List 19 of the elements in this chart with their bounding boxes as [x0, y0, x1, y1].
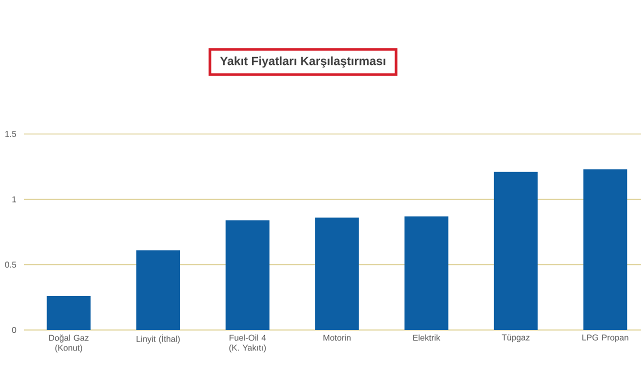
bar [315, 218, 359, 330]
x-tick-label: Linyit (İthal) [136, 334, 180, 344]
x-tick-label: Motorin [324, 334, 351, 341]
chart-title: Yakıt Fiyatları Karşılaştırması [220, 56, 386, 68]
bar [583, 169, 628, 330]
x-tick-label: Doğal Gaz (Konut) [49, 334, 89, 352]
x-tick-label: Fuel-Oil 4 (K. Yakıtı) [229, 334, 266, 352]
x-tick-label: LPG Propan [582, 334, 628, 342]
y-tick-label: 0 [12, 327, 16, 333]
bar [136, 250, 180, 330]
x-tick-label: Elektrik [413, 334, 440, 341]
bar [226, 220, 270, 330]
bar [404, 216, 448, 330]
y-tick-label: 1.5 [5, 131, 16, 137]
y-tick-label: 0.5 [5, 262, 16, 268]
bar [46, 296, 91, 330]
bar [494, 172, 538, 330]
x-tick-label: Tüpgaz [502, 334, 530, 342]
y-tick-label: 1 [12, 196, 16, 202]
